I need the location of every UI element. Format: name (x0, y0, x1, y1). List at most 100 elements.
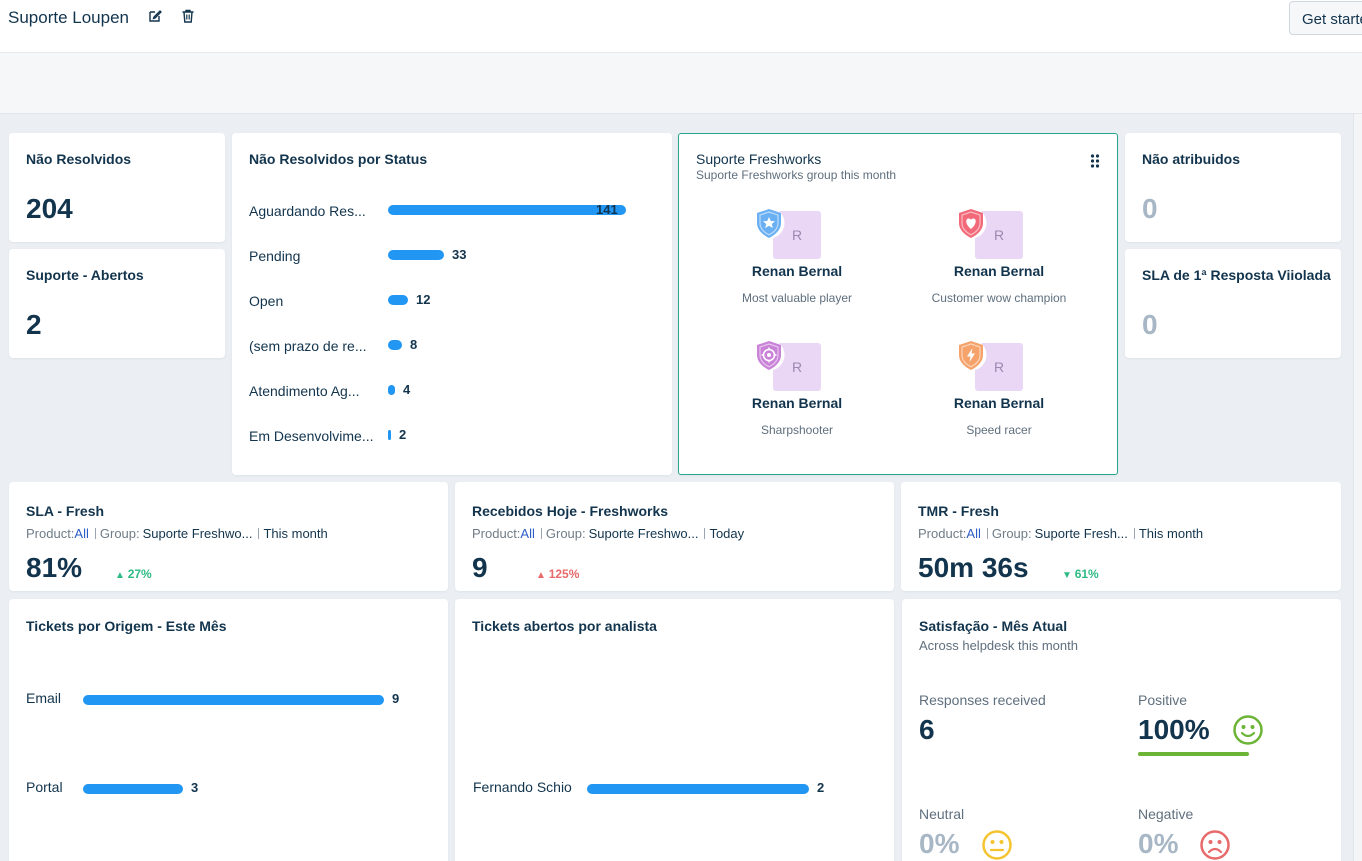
metric-delta: ▲ 27% (115, 567, 152, 581)
group-value[interactable]: Suporte Freshwo... (588, 526, 699, 541)
card-satisfaction[interactable]: Satisfação - Mês Atual Across helpdesk t… (902, 599, 1341, 861)
status-bar[interactable] (388, 295, 408, 305)
dashboard-title: Suporte Loupen (8, 8, 129, 27)
period-value[interactable]: Today (709, 526, 745, 541)
card-value: 0 (1142, 309, 1158, 340)
positive-label: Positive (1138, 692, 1188, 708)
award-name: Most valuable player (741, 291, 853, 305)
award-name: Speed racer (966, 423, 1032, 437)
award-badge-icon (753, 207, 785, 239)
product-label: Product: (918, 526, 967, 541)
status-label: Open (249, 293, 284, 309)
card-value: 204 (26, 193, 73, 224)
metric-card[interactable]: SLA - Fresh Product:All Group: Suporte Fres… (9, 482, 448, 591)
divider (704, 528, 706, 539)
card-title: Tickets por Origem - Este Mês (26, 618, 227, 634)
status-bar[interactable] (388, 430, 391, 440)
bar[interactable] (587, 784, 809, 794)
card-title: SLA - Fresh (26, 503, 105, 519)
metric-delta: ▼ 61% (1062, 567, 1099, 581)
divider (258, 528, 260, 539)
group-value[interactable]: Suporte Freshwo... (142, 526, 253, 541)
status-label: Atendimento Ag... (249, 383, 360, 399)
card-nao-atribuidos[interactable]: Não atribuidos 0 (1125, 133, 1341, 242)
product-value[interactable]: All (74, 526, 89, 541)
status-value: 4 (403, 382, 411, 397)
metric-value: 9 (472, 552, 488, 583)
card-title: Suporte - Abertos (26, 267, 144, 283)
negative-label: Negative (1138, 806, 1194, 822)
card-title: SLA de 1ª Resposta Viiolada (1142, 267, 1331, 283)
status-value: 33 (452, 247, 467, 262)
neutral-label: Neutral (919, 806, 965, 822)
metric-card[interactable]: Recebidos Hoje - Freshworks Product:All Gr… (455, 482, 894, 591)
award-winner-name: Renan Bernal (953, 263, 1045, 279)
award-winner-name: Renan Bernal (953, 395, 1045, 411)
card-analista-chart[interactable]: Tickets abertos por analista Fernando Sc… (455, 599, 894, 861)
card-value: 2 (26, 309, 42, 340)
bar-value: 3 (191, 780, 199, 795)
card-title: TMR - Fresh (918, 503, 999, 519)
award-badge-icon (955, 207, 987, 239)
card-title: Suporte Freshworks (696, 151, 822, 167)
status-bar[interactable] (388, 340, 402, 350)
bar-label: Email (26, 690, 62, 706)
status-value: 12 (416, 292, 431, 307)
status-label: Em Desenvolvime... (249, 428, 374, 444)
metric-filters: Product:All Group: Suporte Fresh... This mo… (918, 526, 1203, 541)
award-winner-name: Renan Bernal (751, 263, 843, 279)
delta-value: 61% (1074, 567, 1099, 581)
card-title: Não atribuidos (1142, 151, 1241, 167)
filter-bar (0, 53, 1362, 114)
metric-filters: Product:All Group: Suporte Freshwo... Today (472, 526, 744, 541)
card-origem-chart[interactable]: Tickets por Origem - Este Mês Email 9 Port… (9, 599, 448, 861)
card-nao-resolvidos[interactable]: Não Resolvidos 204 (9, 133, 225, 242)
bar[interactable] (83, 784, 183, 794)
metric-card[interactable]: TMR - Fresh Product:All Group: Suporte Fres… (901, 482, 1341, 591)
trash-icon[interactable] (181, 9, 195, 23)
status-label: Aguardando Res... (249, 203, 366, 219)
edit-icon[interactable] (148, 9, 162, 23)
arrow-up-icon: ▲ (536, 570, 549, 581)
responses-label: Responses received (919, 692, 1046, 708)
metric-value: 81% (26, 552, 83, 583)
product-value[interactable]: All (966, 526, 981, 541)
card-sla-violada[interactable]: SLA de 1ª Resposta Viiolada 0 (1125, 249, 1341, 358)
divider (540, 528, 542, 539)
card-status-chart[interactable]: Não Resolvidos por Status Aguardando Res… (232, 133, 672, 475)
status-value: 8 (410, 337, 418, 352)
status-bar[interactable] (388, 205, 626, 215)
sad-face-icon (1200, 830, 1230, 860)
drag-handle-icon[interactable] (1090, 154, 1100, 168)
product-value[interactable]: All (520, 526, 535, 541)
card-title: Recebidos Hoje - Freshworks (472, 503, 669, 519)
divider (1133, 528, 1135, 539)
status-label: Pending (249, 248, 301, 264)
status-bar[interactable] (388, 385, 395, 395)
period-value[interactable]: This month (1138, 526, 1204, 541)
status-bar[interactable] (388, 250, 444, 260)
right-scroll-strip[interactable] (1353, 114, 1362, 861)
status-value: 2 (399, 427, 407, 442)
arrow-up-icon: ▲ (115, 570, 128, 581)
period-value[interactable]: This month (263, 526, 328, 541)
card-awards[interactable]: Suporte Freshworks Suporte Freshworks gr… (678, 133, 1118, 475)
group-value[interactable]: Suporte Fresh... (1034, 526, 1128, 541)
status-value: 141 (596, 202, 618, 217)
positive-progress-track (1138, 752, 1249, 756)
get-started-button[interactable]: Get started (1289, 1, 1362, 35)
product-label: Product: (472, 526, 521, 541)
neutral-face-icon (982, 830, 1012, 860)
bar[interactable] (83, 695, 384, 705)
card-title: Não Resolvidos (26, 151, 132, 167)
metric-delta: ▲ 125% (536, 567, 579, 581)
award-winner-name: Renan Bernal (751, 395, 843, 411)
card-title: Não Resolvidos por Status (249, 151, 428, 167)
delta-value: 27% (127, 567, 152, 581)
bar-label: Portal (26, 779, 63, 795)
card-subtitle: Suporte Freshworks group this month (696, 168, 897, 182)
card-suporte-abertos[interactable]: Suporte - Abertos 2 (9, 249, 225, 358)
arrow-down-icon: ▼ (1062, 570, 1075, 581)
divider (94, 528, 96, 539)
positive-progress-fill (1138, 752, 1249, 756)
